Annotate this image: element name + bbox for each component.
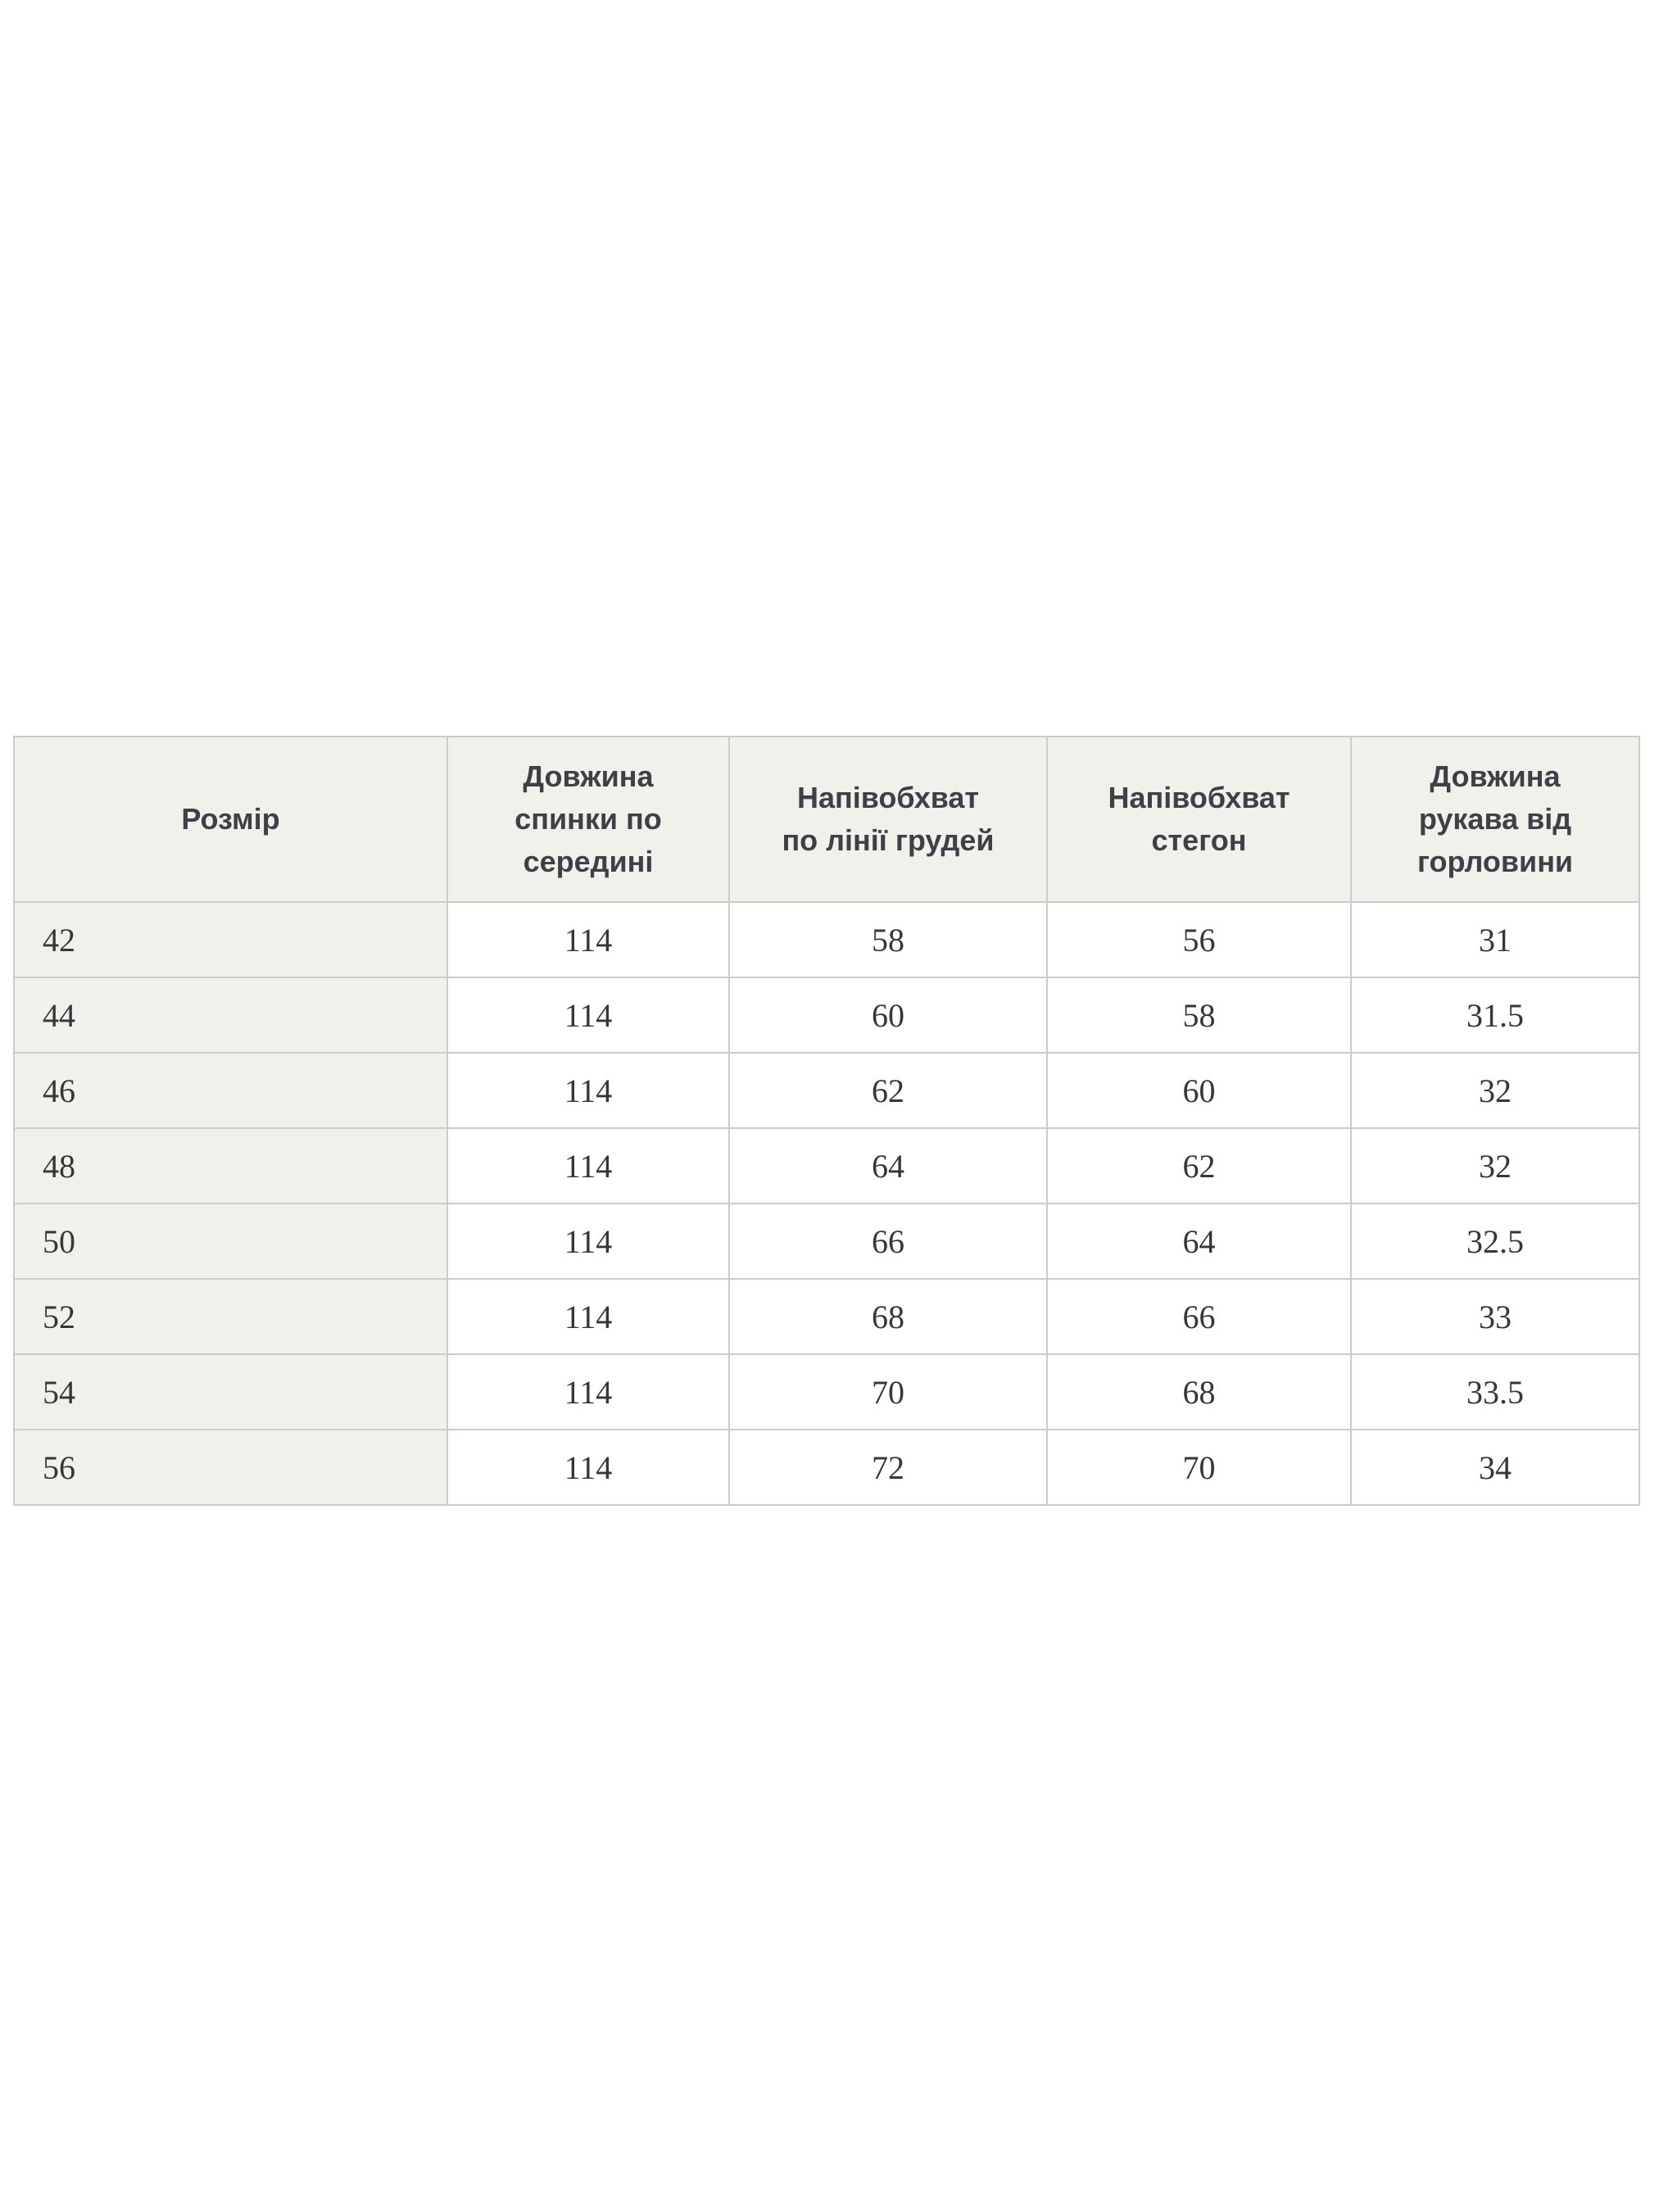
value-cell: 33.5 bbox=[1350, 1353, 1640, 1430]
value-cell: 64 bbox=[728, 1127, 1048, 1204]
value-cell: 58 bbox=[728, 901, 1048, 978]
header-cell-size: Розмір bbox=[13, 736, 448, 903]
header-row: Розмір Довжина спинки по середині Напіво… bbox=[13, 736, 1640, 903]
size-chart-section: Розмір Довжина спинки по середині Напіво… bbox=[13, 736, 1640, 1506]
table-row: 50 114 66 64 32.5 bbox=[13, 1203, 1640, 1280]
value-cell: 114 bbox=[446, 977, 730, 1054]
table-row: 52 114 68 66 33 bbox=[13, 1278, 1640, 1355]
table-row: 56 114 72 70 34 bbox=[13, 1429, 1640, 1506]
value-cell: 33 bbox=[1350, 1278, 1640, 1355]
value-cell: 64 bbox=[1046, 1203, 1352, 1280]
value-cell: 72 bbox=[728, 1429, 1048, 1506]
value-cell: 66 bbox=[1046, 1278, 1352, 1355]
value-cell: 62 bbox=[1046, 1127, 1352, 1204]
table-row: 44 114 60 58 31.5 bbox=[13, 977, 1640, 1054]
table-row: 46 114 62 60 32 bbox=[13, 1052, 1640, 1129]
value-cell: 31.5 bbox=[1350, 977, 1640, 1054]
value-cell: 68 bbox=[728, 1278, 1048, 1355]
value-cell: 62 bbox=[728, 1052, 1048, 1129]
value-cell: 32 bbox=[1350, 1127, 1640, 1204]
value-cell: 114 bbox=[446, 901, 730, 978]
size-cell: 46 bbox=[13, 1052, 448, 1129]
value-cell: 66 bbox=[728, 1203, 1048, 1280]
size-cell: 44 bbox=[13, 977, 448, 1054]
header-cell-back-length: Довжина спинки по середині bbox=[446, 736, 730, 903]
value-cell: 68 bbox=[1046, 1353, 1352, 1430]
value-cell: 114 bbox=[446, 1203, 730, 1280]
value-cell: 70 bbox=[728, 1353, 1048, 1430]
value-cell: 58 bbox=[1046, 977, 1352, 1054]
size-cell: 42 bbox=[13, 901, 448, 978]
value-cell: 31 bbox=[1350, 901, 1640, 978]
value-cell: 56 bbox=[1046, 901, 1352, 978]
value-cell: 114 bbox=[446, 1429, 730, 1506]
header-cell-half-chest: Напівобхват по лінії грудей bbox=[728, 736, 1048, 903]
value-cell: 114 bbox=[446, 1353, 730, 1430]
table-row: 54 114 70 68 33.5 bbox=[13, 1353, 1640, 1430]
size-cell: 56 bbox=[13, 1429, 448, 1506]
value-cell: 32 bbox=[1350, 1052, 1640, 1129]
header-cell-sleeve: Довжина рукава від горловини bbox=[1350, 736, 1640, 903]
header-cell-half-hip: Напівобхват стегон bbox=[1046, 736, 1352, 903]
size-table: Розмір Довжина спинки по середині Напіво… bbox=[13, 736, 1640, 1506]
table-row: 48 114 64 62 32 bbox=[13, 1127, 1640, 1204]
value-cell: 114 bbox=[446, 1127, 730, 1204]
size-cell: 48 bbox=[13, 1127, 448, 1204]
size-cell: 54 bbox=[13, 1353, 448, 1430]
value-cell: 70 bbox=[1046, 1429, 1352, 1506]
value-cell: 34 bbox=[1350, 1429, 1640, 1506]
table-row: 42 114 58 56 31 bbox=[13, 901, 1640, 978]
value-cell: 114 bbox=[446, 1278, 730, 1355]
value-cell: 114 bbox=[446, 1052, 730, 1129]
size-cell: 52 bbox=[13, 1278, 448, 1355]
size-cell: 50 bbox=[13, 1203, 448, 1280]
value-cell: 32.5 bbox=[1350, 1203, 1640, 1280]
value-cell: 60 bbox=[1046, 1052, 1352, 1129]
value-cell: 60 bbox=[728, 977, 1048, 1054]
